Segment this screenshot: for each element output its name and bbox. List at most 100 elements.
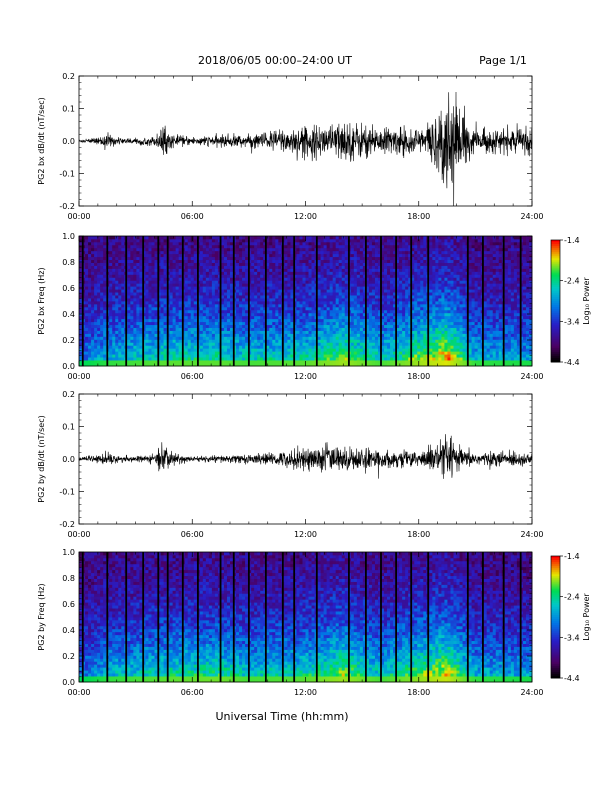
heatmap-cell — [190, 298, 195, 302]
heatmap-cell — [356, 363, 361, 367]
heatmap-cell — [254, 250, 258, 255]
heatmap-cell — [368, 247, 373, 252]
heatmap-cell — [109, 357, 113, 361]
heatmap-cell — [284, 330, 288, 334]
heatmap-cell — [251, 321, 255, 326]
heatmap-cell — [408, 253, 412, 258]
heatmap-cell — [278, 241, 282, 246]
heatmap-cell — [311, 247, 315, 252]
heatmap-cell — [112, 333, 116, 337]
heatmap-cell — [109, 301, 113, 305]
heatmap-cell — [115, 250, 119, 255]
heatmap-cell — [163, 259, 167, 263]
heatmap-cell — [335, 351, 340, 355]
heatmap-cell — [329, 342, 334, 346]
heatmap-cell — [233, 292, 237, 296]
heatmap-cell — [311, 289, 315, 293]
heatmap-cell — [402, 330, 406, 334]
heatmap-cell — [193, 289, 198, 293]
heatmap-cell — [154, 315, 158, 320]
heatmap-cell — [230, 283, 234, 287]
heatmap-cell — [148, 262, 152, 266]
heatmap-cell — [408, 318, 412, 323]
heatmap-cell — [178, 238, 183, 243]
heatmap-cell — [148, 277, 152, 281]
heatmap-cell — [344, 348, 349, 352]
heatmap-cell — [82, 336, 86, 340]
heatmap-cell — [199, 256, 204, 261]
heatmap-cell — [151, 342, 155, 346]
heatmap-cell — [157, 306, 161, 311]
heatmap-cell — [284, 327, 288, 331]
heatmap-cell — [408, 298, 412, 302]
heatmap-cell — [350, 253, 355, 258]
heatmap-cell — [112, 292, 116, 296]
heatmap-cell — [211, 271, 216, 275]
heatmap-cell — [290, 309, 294, 314]
heatmap-cell — [85, 262, 89, 266]
heatmap-cell — [278, 244, 282, 249]
heatmap-cell — [257, 238, 261, 243]
heatmap-cell — [208, 236, 213, 240]
heatmap-cell — [269, 259, 273, 263]
heatmap-cell — [338, 324, 343, 328]
heatmap-cell — [211, 309, 216, 314]
heatmap-cell — [79, 289, 83, 293]
heatmap-cell — [411, 247, 415, 252]
heatmap-cell — [100, 339, 104, 343]
heatmap-cell — [326, 363, 331, 367]
heatmap-cell — [236, 262, 240, 266]
heatmap-cell — [112, 286, 116, 290]
heatmap-cell — [308, 360, 312, 364]
heatmap-cell — [157, 360, 161, 364]
heatmap-cell — [175, 280, 180, 284]
heatmap-cell — [405, 318, 409, 323]
heatmap-cell — [133, 348, 137, 352]
heatmap-cell — [223, 241, 228, 246]
heatmap-cell — [278, 336, 282, 340]
heatmap-cell — [278, 345, 282, 349]
heatmap-cell — [208, 333, 213, 337]
heatmap-cell — [335, 354, 340, 358]
heatmap-cell — [109, 303, 113, 308]
heatmap-cell — [368, 280, 373, 284]
heatmap-cell — [190, 295, 195, 299]
heatmap-cell — [299, 333, 303, 337]
heatmap-cell — [266, 247, 270, 252]
heatmap-cell — [266, 333, 270, 337]
heatmap-cell — [202, 238, 207, 243]
heatmap-cell — [97, 298, 101, 302]
heatmap-cell — [190, 309, 195, 314]
heatmap-cell — [365, 342, 370, 346]
heatmap-cell — [139, 324, 143, 328]
heatmap-cell — [91, 271, 95, 275]
heatmap-cell — [374, 274, 379, 278]
heatmap-cell — [399, 360, 403, 364]
heatmap-cell — [226, 303, 231, 308]
heatmap-cell — [399, 342, 403, 346]
heatmap-cell — [341, 298, 346, 302]
heatmap-cell — [151, 250, 155, 255]
heatmap-cell — [233, 321, 237, 326]
heatmap-cell — [275, 360, 279, 364]
heatmap-cell — [399, 259, 403, 263]
heatmap-cell — [82, 262, 86, 266]
heatmap-cell — [356, 286, 361, 290]
heatmap-cell — [172, 339, 177, 343]
heatmap-cell — [302, 280, 306, 284]
heatmap-cell — [405, 244, 409, 249]
heatmap-cell — [82, 244, 86, 249]
heatmap-cell — [223, 244, 228, 249]
heatmap-cell — [109, 244, 113, 249]
heatmap-cell — [205, 253, 210, 258]
heatmap-cell — [326, 357, 331, 361]
heatmap-cell — [251, 247, 255, 252]
heatmap-cell — [242, 274, 246, 278]
heatmap-cell — [205, 277, 210, 281]
heatmap-cell — [202, 360, 207, 364]
heatmap-cell — [133, 339, 137, 343]
heatmap-cell — [272, 259, 276, 263]
heatmap-cell — [393, 333, 397, 337]
heatmap-cell — [350, 247, 355, 252]
heatmap-cell — [308, 286, 312, 290]
